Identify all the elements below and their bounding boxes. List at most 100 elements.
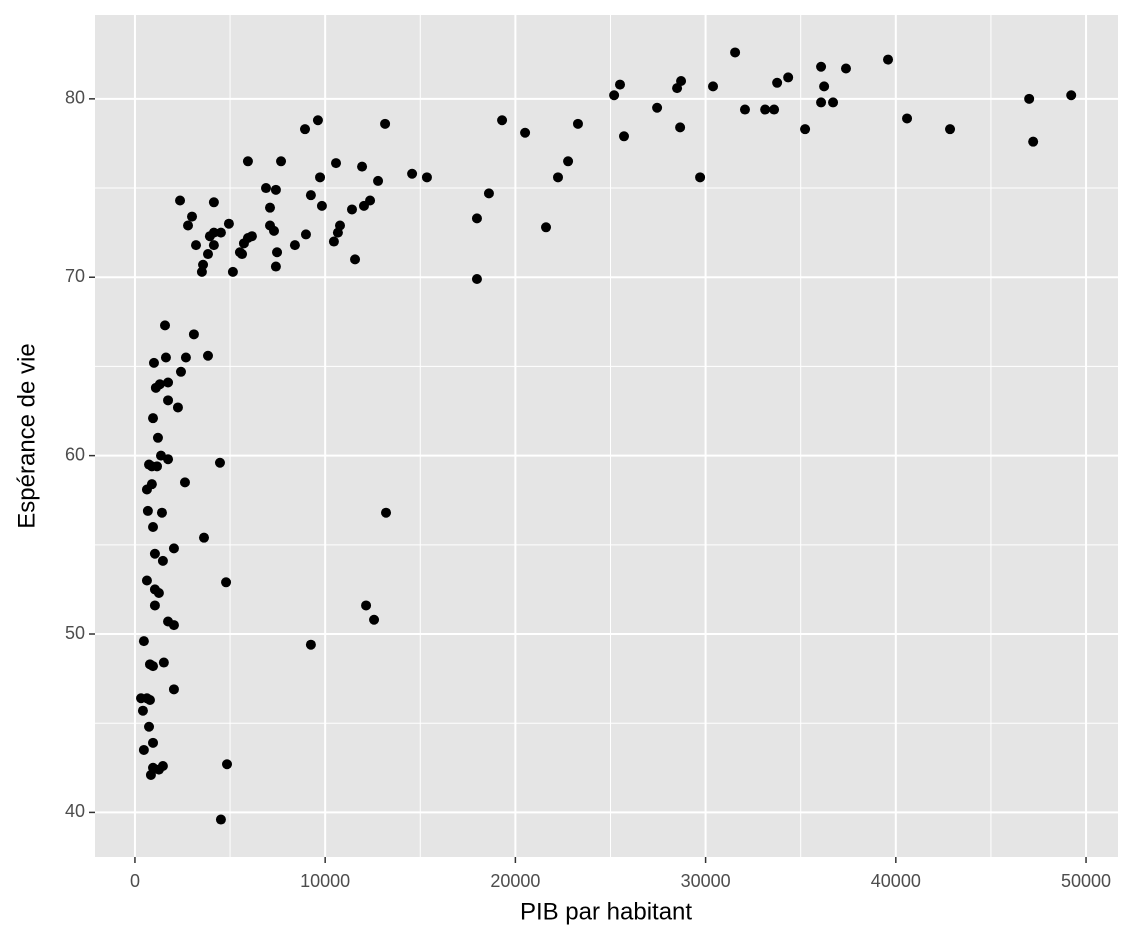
- point: [183, 220, 194, 231]
- x-tick-label: 20000: [490, 871, 540, 891]
- point: [305, 190, 316, 201]
- point: [381, 507, 392, 518]
- point: [270, 184, 281, 195]
- point: [237, 249, 248, 260]
- point: [730, 47, 741, 58]
- point: [708, 81, 719, 92]
- point: [238, 238, 249, 249]
- point: [214, 457, 225, 468]
- point: [163, 395, 174, 406]
- point: [141, 575, 152, 586]
- point: [471, 274, 482, 285]
- point: [332, 227, 343, 238]
- point: [179, 477, 190, 488]
- y-tick-label: 70: [65, 266, 85, 286]
- point: [783, 72, 794, 83]
- point: [152, 461, 163, 472]
- point: [196, 266, 207, 277]
- point: [158, 657, 169, 668]
- point: [191, 240, 202, 251]
- point: [168, 684, 179, 695]
- point: [361, 600, 372, 611]
- point: [208, 240, 219, 251]
- point: [695, 172, 706, 183]
- point: [270, 261, 281, 272]
- y-tick-label: 40: [65, 801, 85, 821]
- point: [148, 737, 159, 748]
- point: [840, 63, 851, 74]
- point: [144, 459, 155, 470]
- point: [289, 240, 300, 251]
- point: [265, 202, 276, 213]
- point: [331, 158, 342, 169]
- point: [204, 231, 215, 242]
- point: [816, 97, 827, 108]
- x-tick-label: 0: [130, 871, 140, 891]
- point: [215, 814, 226, 825]
- point: [145, 769, 156, 780]
- point: [142, 505, 153, 516]
- point: [157, 555, 168, 566]
- point: [149, 548, 160, 559]
- point: [300, 229, 311, 240]
- point: [187, 211, 198, 222]
- point: [772, 77, 783, 88]
- y-tick-label: 50: [65, 623, 85, 643]
- point: [180, 352, 191, 363]
- point: [800, 124, 811, 135]
- point: [1024, 93, 1035, 104]
- point: [261, 183, 272, 194]
- point: [202, 249, 213, 260]
- point: [172, 402, 183, 413]
- point: [675, 122, 686, 133]
- point: [156, 507, 167, 518]
- point: [541, 222, 552, 233]
- point: [883, 54, 894, 65]
- point: [315, 172, 326, 183]
- y-tick-label: 80: [65, 88, 85, 108]
- point: [163, 454, 174, 465]
- panel: [95, 15, 1118, 857]
- point: [369, 614, 380, 625]
- point: [572, 118, 583, 129]
- point: [672, 83, 683, 94]
- point: [421, 172, 432, 183]
- point: [148, 357, 159, 368]
- point: [221, 577, 232, 588]
- point: [208, 197, 219, 208]
- point: [223, 218, 234, 229]
- point: [739, 104, 750, 115]
- point: [407, 168, 418, 179]
- y-tick-label: 60: [65, 444, 85, 464]
- point: [175, 366, 186, 377]
- point: [380, 118, 391, 129]
- point: [328, 236, 339, 247]
- point: [160, 320, 171, 331]
- point: [1028, 136, 1039, 147]
- point: [141, 693, 152, 704]
- point: [160, 352, 171, 363]
- point: [152, 432, 163, 443]
- point: [168, 620, 179, 631]
- point: [276, 156, 287, 167]
- x-tick-label: 10000: [300, 871, 350, 891]
- point: [137, 705, 148, 716]
- point: [552, 172, 563, 183]
- x-tick-label: 40000: [871, 871, 921, 891]
- point: [471, 213, 482, 224]
- point: [188, 329, 199, 340]
- point: [149, 600, 160, 611]
- point: [138, 744, 149, 755]
- point: [652, 102, 663, 113]
- point: [350, 254, 361, 265]
- point: [153, 764, 164, 775]
- point: [153, 587, 164, 598]
- point: [222, 759, 233, 770]
- point: [358, 200, 369, 211]
- point: [615, 79, 626, 90]
- point: [563, 156, 574, 167]
- point: [148, 521, 159, 532]
- point: [828, 97, 839, 108]
